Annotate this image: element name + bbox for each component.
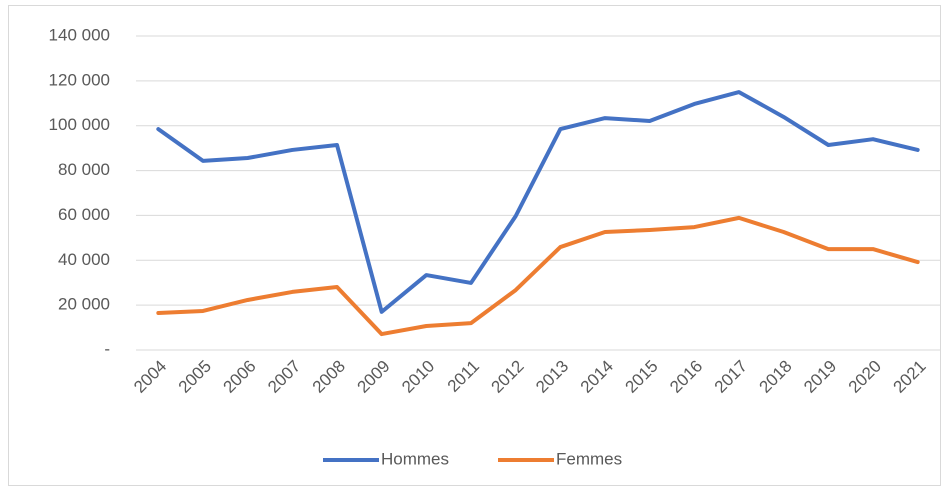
- y-tick-label: 120 000: [49, 70, 110, 89]
- y-tick-label: 60 000: [58, 205, 110, 224]
- legend-label: Hommes: [381, 449, 449, 468]
- y-tick-label: 140 000: [49, 25, 110, 44]
- y-tick-label: 40 000: [58, 250, 110, 269]
- y-tick-label: -: [104, 339, 110, 358]
- chart-border: [8, 5, 941, 486]
- y-tick-label: 80 000: [58, 160, 110, 179]
- y-tick-label: 20 000: [58, 295, 110, 314]
- legend-label: Femmes: [556, 449, 622, 468]
- series-line: [156, 215, 920, 337]
- series-line: [156, 90, 920, 314]
- y-tick-label: 100 000: [49, 115, 110, 134]
